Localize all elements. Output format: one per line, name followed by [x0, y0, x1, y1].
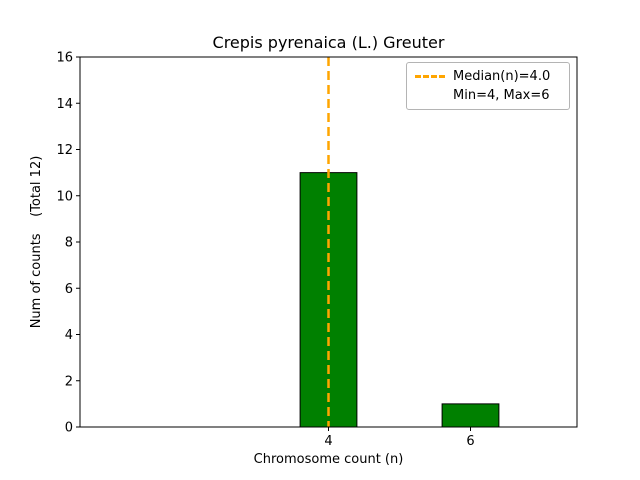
- svg-text:14: 14: [56, 97, 73, 112]
- y-axis-label: Num of counts (Total 12): [29, 155, 44, 329]
- chart-title: Crepis pyrenaica (L.) Greuter: [212, 33, 445, 52]
- legend-label-median: Median(n)=4.0: [453, 69, 551, 84]
- legend-item-minmax: Min=4, Max=6: [415, 86, 561, 105]
- svg-text:2: 2: [65, 374, 73, 389]
- legend-label-minmax: Min=4, Max=6: [453, 88, 550, 103]
- median-dashed-line-icon: [415, 75, 445, 78]
- legend: Median(n)=4.0 Min=4, Max=6: [406, 62, 570, 110]
- svg-text:6: 6: [466, 434, 474, 449]
- x-axis-label: Chromosome count (n): [253, 452, 404, 467]
- svg-text:4: 4: [65, 328, 73, 343]
- svg-text:6: 6: [65, 282, 73, 297]
- svg-text:4: 4: [324, 434, 332, 449]
- svg-text:10: 10: [56, 189, 73, 204]
- svg-text:16: 16: [56, 51, 73, 66]
- svg-text:0: 0: [65, 421, 73, 436]
- legend-item-median: Median(n)=4.0: [415, 67, 561, 86]
- svg-text:8: 8: [65, 236, 73, 251]
- svg-text:12: 12: [56, 143, 73, 158]
